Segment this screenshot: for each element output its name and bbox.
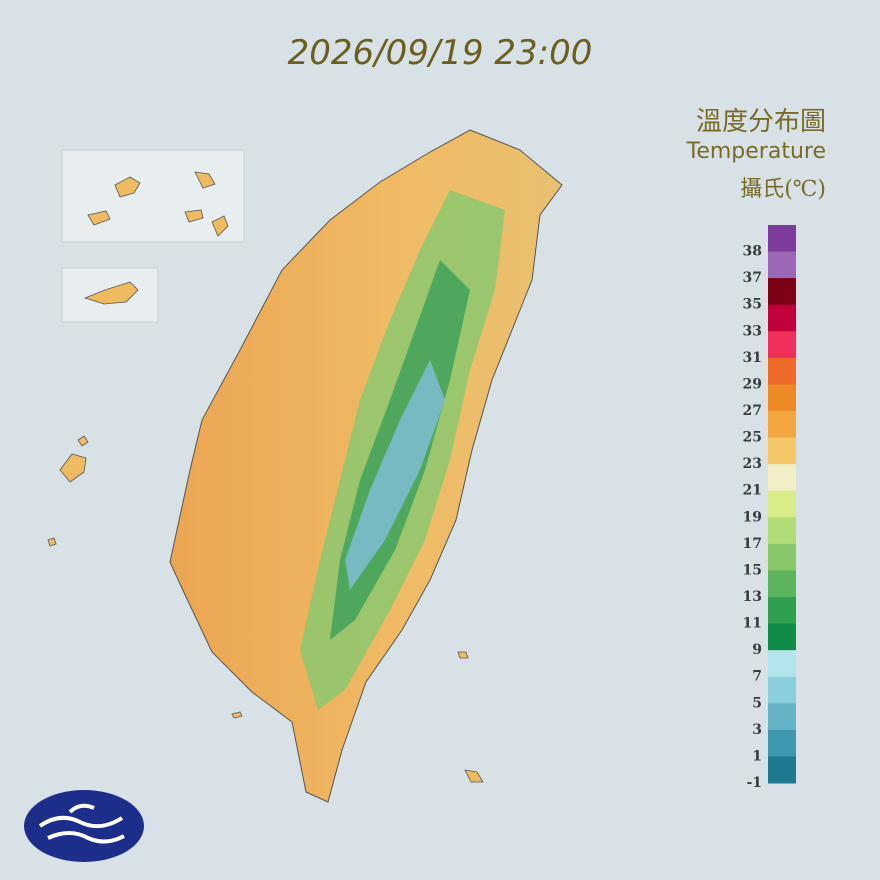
- logo-swirl: [38, 803, 125, 844]
- legend-swatch: [768, 225, 796, 253]
- legend-label: 35: [743, 297, 762, 313]
- legend-label: 38: [743, 244, 762, 260]
- legend-swatch: [768, 597, 796, 625]
- legend-swatch: [768, 703, 796, 731]
- legend-label: 11: [743, 616, 762, 632]
- logo: [24, 790, 144, 862]
- legend-label: 1: [752, 748, 762, 764]
- legend-label: -1: [746, 775, 762, 791]
- legend-label: 27: [743, 403, 762, 419]
- legend-swatch: [768, 570, 796, 598]
- map-title: 2026/09/19 23:00: [288, 33, 593, 73]
- legend-swatch: [768, 384, 796, 412]
- legend-unit: 攝氏(℃): [740, 177, 826, 202]
- legend-swatch: [768, 729, 796, 757]
- legend-label: 19: [743, 509, 762, 525]
- mountain-cold: [345, 360, 445, 590]
- legend-swatch: [768, 411, 796, 439]
- islands: [83, 281, 139, 305]
- legend-label: 25: [743, 430, 762, 446]
- legend-swatch: [768, 517, 796, 545]
- islands: [87, 171, 229, 237]
- legend-label: 7: [752, 669, 762, 685]
- legend-label: 33: [743, 323, 762, 339]
- legend-label: 13: [743, 589, 762, 605]
- legend-subtitle: Temperature: [686, 139, 826, 164]
- legend-swatch: [768, 490, 796, 518]
- legend-swatch: [768, 650, 796, 678]
- legend-swatch: [768, 278, 796, 306]
- legend-swatch: [768, 464, 796, 492]
- legend-swatch: [768, 251, 796, 279]
- legend-label: 23: [743, 456, 762, 472]
- legend-label: 9: [752, 642, 762, 658]
- legend-title: 溫度分布圖: [696, 107, 826, 137]
- legend-label: 37: [743, 270, 762, 286]
- legend-swatch: [768, 331, 796, 359]
- legend-swatch: [768, 756, 796, 784]
- legend-swatch: [768, 676, 796, 704]
- legend-swatch: [768, 437, 796, 465]
- legend-label: 17: [743, 536, 762, 552]
- legend-label: 3: [752, 722, 762, 738]
- legend-label: 15: [743, 562, 762, 578]
- legend-swatch: [768, 304, 796, 332]
- islands: [47, 435, 484, 783]
- legend-label: 5: [752, 695, 762, 711]
- legend-swatch: [768, 357, 796, 385]
- legend-swatch: [768, 543, 796, 571]
- legend-label: 21: [743, 483, 762, 499]
- legend-label: 31: [743, 350, 762, 366]
- legend-label: 29: [743, 376, 762, 392]
- legend-swatch: [768, 623, 796, 651]
